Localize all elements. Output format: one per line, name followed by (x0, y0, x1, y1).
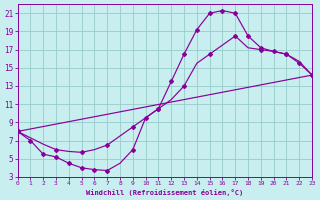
X-axis label: Windchill (Refroidissement éolien,°C): Windchill (Refroidissement éolien,°C) (86, 189, 244, 196)
